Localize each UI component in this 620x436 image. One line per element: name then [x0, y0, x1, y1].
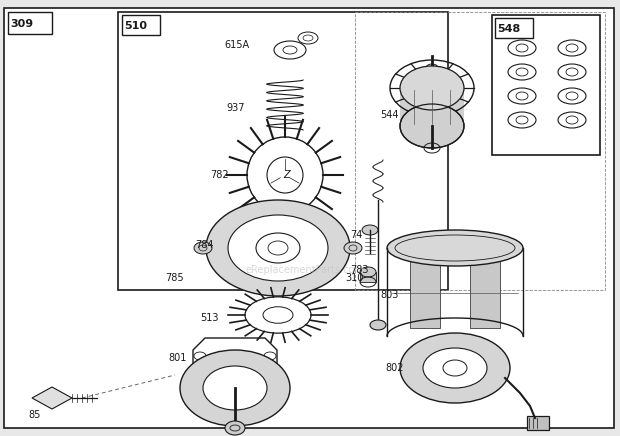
Ellipse shape	[387, 230, 523, 266]
Text: 801: 801	[168, 353, 187, 363]
Bar	[355, 12, 605, 290]
Text: 783: 783	[350, 265, 368, 275]
Ellipse shape	[362, 225, 378, 235]
Bar	[118, 12, 448, 290]
Ellipse shape	[206, 200, 350, 296]
Text: eReplacementParts.com: eReplacementParts.com	[246, 265, 365, 275]
Bar	[410, 253, 440, 328]
Ellipse shape	[344, 242, 362, 254]
Bar	[422, 382, 434, 390]
Bar	[422, 346, 434, 354]
Polygon shape	[32, 387, 72, 409]
Text: 802: 802	[385, 363, 404, 373]
Ellipse shape	[225, 421, 245, 435]
Ellipse shape	[228, 215, 328, 281]
Bar	[400, 88, 464, 126]
Text: 510: 510	[124, 21, 147, 31]
Text: 615A: 615A	[224, 40, 249, 50]
Text: 784: 784	[195, 240, 213, 250]
Bar	[492, 15, 600, 155]
Text: 74: 74	[350, 230, 362, 240]
Text: 782: 782	[210, 170, 229, 180]
Bar	[495, 18, 533, 38]
Ellipse shape	[400, 66, 464, 110]
Ellipse shape	[400, 104, 464, 148]
Bar	[360, 272, 376, 282]
Text: 548: 548	[497, 24, 520, 34]
Ellipse shape	[370, 320, 386, 330]
Text: 309: 309	[10, 19, 33, 29]
Bar	[476, 346, 488, 354]
Ellipse shape	[400, 333, 510, 403]
Ellipse shape	[360, 267, 376, 277]
Bar	[470, 253, 500, 328]
Bar	[527, 416, 549, 430]
Text: Z: Z	[284, 170, 290, 180]
Text: 513: 513	[200, 313, 218, 323]
Bar	[122, 15, 160, 35]
Text: 785: 785	[165, 273, 184, 283]
Text: 544: 544	[380, 110, 399, 120]
Ellipse shape	[194, 242, 212, 254]
Text: 310: 310	[345, 273, 363, 283]
Bar	[8, 12, 52, 34]
Bar	[476, 382, 488, 390]
Ellipse shape	[423, 348, 487, 388]
Text: 937: 937	[226, 103, 244, 113]
Text: 85: 85	[28, 410, 40, 420]
Ellipse shape	[180, 350, 290, 426]
Text: 803: 803	[380, 290, 399, 300]
Ellipse shape	[203, 366, 267, 410]
